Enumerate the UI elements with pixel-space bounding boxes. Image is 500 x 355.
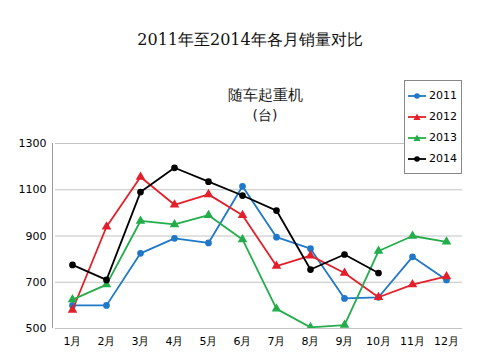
svg-text:12月: 12月: [434, 335, 459, 348]
svg-text:6月: 6月: [234, 335, 252, 348]
html-text:2011年至2014年各月销量对比: 2011年至2014年各月销量对比: [137, 30, 363, 49]
svg-text:10月: 10月: [366, 335, 391, 348]
html-text:2013: 2013: [429, 131, 457, 144]
svg-text:1100: 1100: [19, 183, 47, 196]
svg-text:900: 900: [26, 230, 47, 243]
svg-text:700: 700: [26, 276, 47, 289]
svg-text:7月: 7月: [268, 335, 286, 348]
svg-text:3月: 3月: [132, 335, 150, 348]
html-text:2012: 2012: [429, 110, 457, 123]
svg-text:5月: 5月: [200, 335, 218, 348]
svg-text:4月: 4月: [166, 335, 184, 348]
html-text:随车起重机: 随车起重机: [227, 86, 303, 104]
svg-text:1月: 1月: [64, 335, 82, 348]
svg-text:9月: 9月: [336, 335, 354, 348]
svg-text:500: 500: [26, 322, 47, 335]
html-text:2014: 2014: [429, 152, 457, 165]
svg-text:8月: 8月: [302, 335, 320, 348]
svg-text:11月: 11月: [400, 335, 425, 348]
html-text:(台): (台): [252, 107, 278, 123]
html-text:2011: 2011: [429, 89, 457, 102]
svg-text:1300: 1300: [19, 137, 47, 150]
svg-text:2月: 2月: [98, 335, 116, 348]
